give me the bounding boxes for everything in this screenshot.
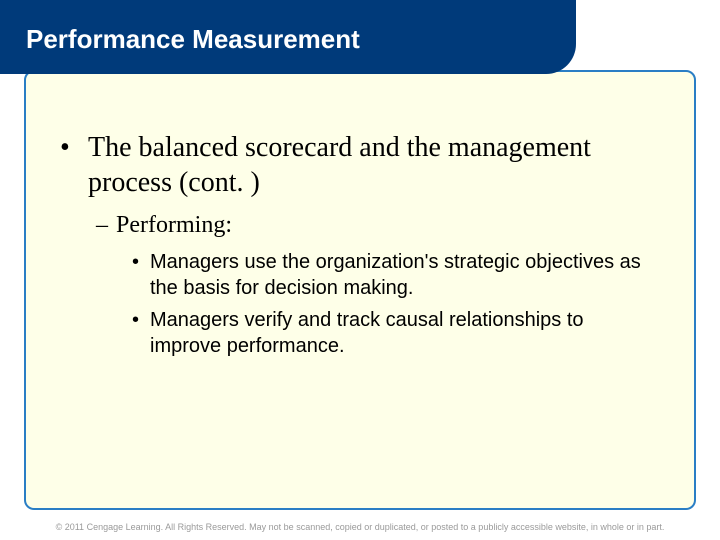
bullet-marker: • — [132, 307, 150, 333]
content-area: • The balanced scorecard and the managem… — [60, 130, 660, 363]
bullet-text: The balanced scorecard and the managemen… — [88, 130, 660, 200]
bullet-marker: – — [96, 210, 116, 241]
slide: Performance Measurement • The balanced s… — [0, 0, 720, 540]
bullet-level2: – Performing: — [96, 210, 660, 241]
bullet-text: Managers use the organization's strategi… — [150, 249, 660, 301]
bullet-marker: • — [132, 249, 150, 275]
bullet-text: Managers verify and track causal relatio… — [150, 307, 660, 359]
bullet-marker: • — [60, 130, 88, 165]
slide-title: Performance Measurement — [26, 24, 360, 55]
bullet-text: Performing: — [116, 210, 232, 241]
bullet-level1: • The balanced scorecard and the managem… — [60, 130, 660, 200]
title-bar: Performance Measurement — [0, 0, 576, 74]
bullet-level3: • Managers use the organization's strate… — [132, 249, 660, 301]
copyright-footer: © 2011 Cengage Learning. All Rights Rese… — [0, 522, 720, 532]
bullet-level3: • Managers verify and track causal relat… — [132, 307, 660, 359]
